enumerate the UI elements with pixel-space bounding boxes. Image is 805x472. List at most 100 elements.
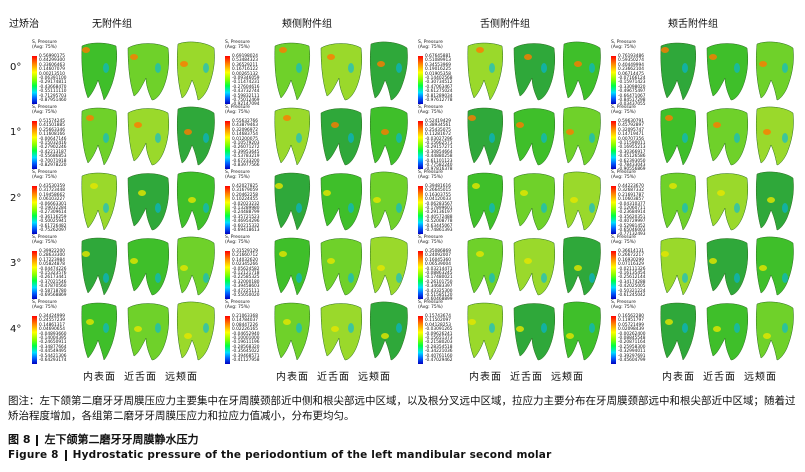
legend-value: 0.00265132	[232, 71, 258, 77]
legend-title: S, Pressure	[611, 105, 636, 110]
tension-region	[489, 63, 495, 73]
stress-hotspot	[570, 197, 578, 203]
tension-region	[155, 133, 161, 143]
legend-average: (Avg: 75%)	[32, 305, 57, 310]
stress-hotspot	[82, 47, 90, 53]
legend-value: 0.26672217	[618, 253, 644, 259]
legend-value: -0.02111326	[618, 266, 646, 272]
legend-value: 0.32096972	[232, 127, 258, 133]
legend-values: 0.76193486 0.59350274 0.40449994 0.23662104…	[618, 54, 646, 108]
legend-value: -0.17480021	[425, 275, 453, 281]
legend-color-bar	[418, 251, 423, 299]
stress-hotspot	[86, 319, 94, 325]
legend-value: -0.87951460	[39, 98, 67, 104]
stress-hotspot	[516, 326, 524, 332]
tension-region	[782, 273, 788, 283]
color-legend: S, Pressure (Avg: 75%) 0.55632766 0.4387946…	[225, 105, 261, 169]
legend-value: -0.34877664	[39, 344, 67, 350]
tooth-view-3	[562, 301, 601, 361]
periodontium-models	[467, 106, 601, 166]
tension-region	[541, 273, 547, 283]
legend-value: 0.10224455	[232, 197, 258, 203]
periodontium-models	[660, 106, 794, 166]
result-panel: S, Pressure (Avg: 75%) 0.69198024 0.5348432…	[225, 40, 415, 107]
legend-values: 0.15743674 0.11502097 0.04128253 -0.0309126…	[425, 314, 453, 363]
legend-value: 0.24557239	[39, 318, 65, 324]
legend-value: -0.34683397	[425, 284, 453, 290]
tooth-view-1	[660, 172, 697, 231]
tension-region	[734, 203, 740, 213]
legend-title: S, Pressure	[32, 300, 57, 305]
tension-region	[782, 203, 788, 213]
stress-hotspot	[524, 54, 532, 60]
view-label: 远颊面	[165, 372, 198, 383]
view-labels-3: 内表面 近舌面 远颊面	[469, 368, 592, 383]
legend-value: 0.33606463	[39, 62, 65, 68]
tooth-view-1	[274, 237, 311, 296]
stress-hotspot	[709, 54, 717, 60]
legend-value: 0.31723448	[39, 188, 65, 194]
legend-value: 0.15743674	[425, 314, 451, 319]
legend-color-bar	[611, 251, 616, 299]
legend-value: -0.24650911	[39, 340, 67, 346]
periodontium-models	[467, 41, 601, 101]
legend-value: -0.29136197	[425, 210, 453, 216]
legend-value: 0.10603857	[618, 197, 644, 203]
legend-value: -0.04310377	[618, 201, 646, 207]
legend-value: -0.45126586	[618, 154, 646, 160]
view-label: 内表面	[469, 372, 502, 383]
tension-region	[682, 273, 688, 283]
legend-values: 0.35086869 0.24092007 0.16045360 0.06539004…	[425, 249, 453, 303]
stress-hotspot	[373, 197, 381, 203]
legend-title: S, Pressure	[225, 170, 250, 175]
figure-caption-en: Hydrostatic pressure of the periodontium…	[72, 449, 552, 461]
tension-region	[541, 203, 547, 213]
legend-title: S, Pressure	[32, 105, 57, 110]
legend-value: -0.61245042	[618, 293, 646, 299]
color-legend: S, Pressure (Avg: 75%) 0.36614131 0.2667221…	[611, 235, 647, 299]
tooth-view-3	[176, 171, 215, 231]
view-labels-2: 内表面 近舌面 远颊面	[276, 368, 399, 383]
periodontium-models	[81, 41, 215, 101]
tooth-view-2	[706, 173, 749, 231]
legend-value: -0.12060711	[618, 206, 646, 212]
tension-region	[589, 63, 595, 73]
color-legend: S, Pressure (Avg: 75%) 0.76193486 0.5935027…	[611, 40, 647, 107]
tension-region	[103, 133, 109, 143]
legend-value: 0.04690654	[39, 327, 65, 333]
tension-region	[103, 273, 109, 283]
legend-value: 0.55632766	[232, 119, 258, 124]
view-label: 近舌面	[510, 372, 543, 383]
legend-value: 0.31679059	[232, 188, 258, 194]
stress-hotspot	[717, 190, 725, 196]
result-panel: S, Pressure (Avg: 75%) 0.39922200 0.2863330…	[32, 235, 222, 299]
stress-hotspot	[138, 190, 146, 196]
legend-value: -0.42213187	[39, 149, 67, 155]
legend-value: 0.14683754	[232, 132, 258, 138]
legend-value: 0.06103227	[39, 197, 65, 203]
group-header-4: 颊舌附件组	[668, 19, 718, 30]
stress-hotspot	[759, 61, 767, 67]
legend-value: -0.83977566	[232, 163, 260, 169]
stress-hotspot	[130, 54, 138, 60]
stress-hotspot	[713, 122, 721, 128]
legend-title: S, Pressure	[611, 170, 636, 175]
tension-region	[155, 273, 161, 283]
legend-value: -0.82978220	[39, 163, 67, 169]
legend-value: 0.45792897	[618, 123, 644, 129]
tooth-view-1	[467, 42, 504, 101]
legend-value: -0.39468571	[232, 353, 260, 359]
view-labels-1: 内表面 近舌面 远颊面	[83, 368, 206, 383]
periodontium-models	[81, 301, 215, 361]
stress-hotspot	[331, 122, 339, 128]
tooth-view-2	[706, 108, 749, 166]
stress-hotspot	[665, 319, 673, 325]
tension-region	[541, 323, 547, 333]
legend-value: 0.32095747	[618, 127, 644, 133]
color-legend: S, Pressure (Avg: 75%) 0.42027825 0.3167905…	[225, 170, 261, 234]
legend-value: -0.63445067	[425, 223, 453, 229]
figure-title-cn: 图 8 左下颌第二磨牙牙周膜静水压力	[8, 431, 198, 447]
legend-value: -0.47063467	[425, 84, 453, 90]
tension-region	[489, 203, 495, 213]
stress-hotspot	[180, 61, 188, 67]
